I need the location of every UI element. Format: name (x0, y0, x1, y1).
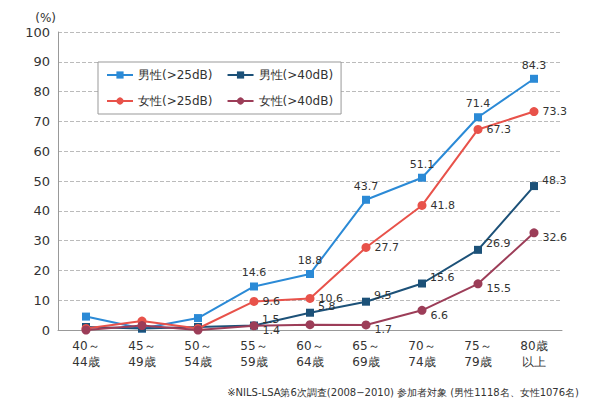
svg-text:60～: 60～ (296, 339, 323, 353)
svg-text:10: 10 (33, 293, 50, 308)
svg-text:49歳: 49歳 (128, 355, 155, 369)
svg-text:71.4: 71.4 (466, 97, 491, 110)
svg-text:41.8: 41.8 (431, 199, 456, 212)
svg-text:0: 0 (42, 323, 50, 338)
svg-text:80歳: 80歳 (520, 339, 547, 353)
svg-text:※NILS-LSA第6次調査(2008−2010) 参加者対: ※NILS-LSA第6次調査(2008−2010) 参加者対象 (男性1118名… (227, 387, 579, 398)
svg-text:9.5: 9.5 (374, 289, 392, 302)
svg-text:48.3: 48.3 (542, 174, 567, 187)
svg-text:75～: 75～ (464, 339, 491, 353)
svg-text:79歳: 79歳 (464, 355, 491, 369)
svg-text:90: 90 (33, 54, 50, 69)
svg-text:20: 20 (33, 263, 50, 278)
svg-text:(%): (%) (35, 11, 56, 25)
svg-text:女性(>25dB): 女性(>25dB) (138, 94, 213, 108)
svg-text:55～: 55～ (240, 339, 267, 353)
svg-text:男性(>25dB): 男性(>25dB) (138, 68, 213, 82)
svg-text:以上: 以上 (522, 355, 546, 369)
svg-text:70: 70 (33, 114, 50, 129)
svg-text:1.4: 1.4 (263, 324, 281, 337)
svg-text:73.3: 73.3 (543, 105, 568, 118)
svg-text:74歳: 74歳 (408, 355, 435, 369)
svg-text:6.6: 6.6 (431, 309, 449, 322)
svg-text:51.1: 51.1 (410, 158, 435, 171)
svg-text:26.9: 26.9 (486, 237, 511, 250)
svg-text:1.5: 1.5 (262, 313, 280, 326)
svg-text:84.3: 84.3 (522, 59, 547, 72)
svg-text:5.8: 5.8 (318, 300, 336, 314)
svg-text:59歳: 59歳 (240, 355, 267, 369)
svg-text:27.7: 27.7 (375, 241, 400, 254)
svg-text:60: 60 (33, 144, 50, 159)
svg-text:9.6: 9.6 (263, 295, 281, 308)
svg-text:69歳: 69歳 (352, 355, 379, 369)
svg-text:43.7: 43.7 (354, 180, 379, 193)
svg-text:女性(>40dB): 女性(>40dB) (259, 94, 334, 108)
svg-text:45～: 45～ (128, 339, 155, 353)
svg-text:64歳: 64歳 (296, 355, 323, 369)
svg-text:18.8: 18.8 (298, 254, 323, 267)
svg-text:40: 40 (33, 203, 50, 218)
svg-text:15.6: 15.6 (430, 271, 455, 284)
svg-text:54歳: 54歳 (184, 355, 211, 369)
svg-text:50～: 50～ (184, 339, 211, 353)
svg-text:男性(>40dB): 男性(>40dB) (259, 68, 334, 82)
svg-text:30: 30 (33, 233, 50, 248)
svg-text:1.7: 1.7 (375, 323, 393, 336)
svg-text:40～: 40～ (72, 339, 99, 353)
svg-text:50: 50 (33, 174, 50, 189)
svg-text:80: 80 (33, 84, 50, 99)
svg-text:65～: 65～ (352, 339, 379, 353)
svg-text:32.6: 32.6 (543, 231, 568, 244)
svg-text:10.6: 10.6 (319, 292, 344, 305)
svg-text:15.5: 15.5 (487, 282, 512, 295)
svg-text:44歳: 44歳 (72, 355, 99, 369)
svg-text:67.3: 67.3 (487, 123, 512, 136)
svg-text:70～: 70～ (408, 339, 435, 353)
svg-text:14.6: 14.6 (242, 266, 267, 279)
svg-text:100: 100 (25, 25, 50, 40)
